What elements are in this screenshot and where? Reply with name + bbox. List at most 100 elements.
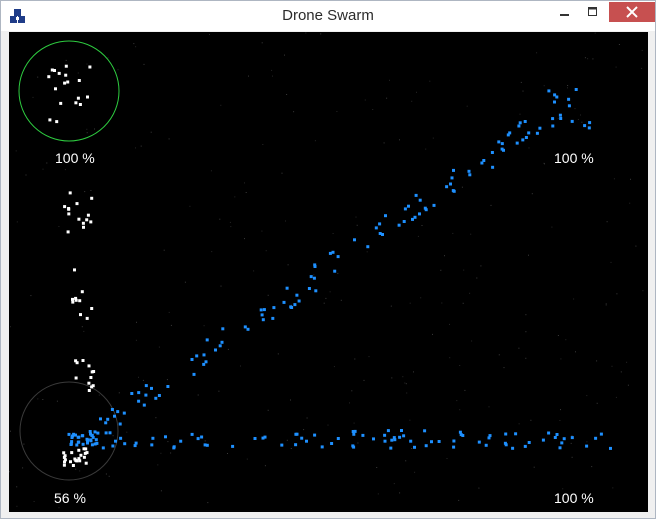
enemy-drone [524,136,528,139]
enemy-drone [150,386,153,390]
enemy-drone [553,93,557,97]
maximize-button[interactable] [579,2,607,22]
top-right-percent: 100 % [554,150,594,166]
enemy-drone [205,338,209,342]
star [531,193,533,195]
star [244,238,245,240]
minimize-button[interactable] [551,2,579,22]
enemy-drone [588,121,592,125]
enemy-drone [154,396,158,400]
enemy-drone [452,439,456,443]
title-bar[interactable]: Drone Swarm [1,1,655,31]
star [290,304,292,306]
enemy-drone [353,429,357,433]
star [46,162,48,164]
star [220,104,222,106]
enemy-drone [94,438,98,442]
enemy-drone [123,442,127,446]
enemy-drone [445,185,449,189]
star [564,161,566,163]
star [42,399,44,400]
enemy-drone [381,233,384,236]
enemy-drone [205,443,209,447]
star [629,202,631,204]
star [586,395,588,397]
star [265,250,267,252]
star [313,274,315,276]
enemy-drone [263,435,267,439]
enemy-drone [547,431,551,435]
bottom-left-percent: 56 % [54,490,86,506]
enemy-drone [437,440,441,443]
enemy-drone [407,204,410,208]
friendly-drone [80,290,84,294]
enemy-drone [523,444,527,448]
star [65,59,67,61]
star [444,255,445,257]
star [281,172,283,174]
star [167,441,169,443]
enemy-drone [336,255,340,259]
friendly-drone [86,95,89,99]
star [356,224,358,226]
enemy-drone [157,394,161,397]
star [285,220,286,222]
star [246,458,248,460]
enemy-drone [594,436,598,440]
enemy-drone [418,198,422,202]
star [377,493,379,495]
enemy-drone [69,443,73,446]
enemy-drone [81,442,85,446]
star [616,293,618,295]
close-button[interactable] [609,2,655,22]
star [466,105,468,107]
friendly-drone [82,225,85,229]
star [567,85,569,86]
friendly-drone [90,307,94,310]
star [284,54,285,56]
star [245,192,247,193]
enemy-drone [378,232,382,235]
enemy-drone [400,429,403,432]
star [184,281,186,283]
friendly-drone [69,460,72,464]
enemy-drone [200,435,204,439]
star [413,371,414,373]
friendly-drone [59,101,63,105]
enemy-drone [91,435,95,439]
star [77,72,79,74]
enemy-drone [300,436,304,440]
friendly-drone [87,389,91,392]
enemy-drone [450,176,454,180]
enemy-drone [514,432,518,436]
enemy-drone [560,441,564,445]
star [163,249,165,251]
enemy-drone [480,161,484,165]
enemy-drone [75,443,79,447]
enemy-drone [106,417,110,421]
friendly-drone [75,202,79,206]
star [37,76,39,78]
enemy-drone [567,97,571,101]
game-canvas[interactable]: 100 % 100 % 56 % 100 % [9,32,648,512]
star [577,119,579,120]
star [168,138,170,140]
star [306,417,308,419]
friendly-drone [47,75,51,79]
star [261,42,263,44]
enemy-drone [352,432,356,436]
enemy-drone [424,444,428,448]
enemy-drone [411,217,414,221]
star [405,460,407,462]
star [390,305,392,307]
star [389,79,390,81]
star [25,174,27,176]
star [366,251,368,253]
friendly-drone [54,87,57,91]
drone-field [9,32,644,509]
friendly-drone [92,370,96,373]
star [75,468,77,470]
enemy-drone [116,410,120,414]
star [533,466,535,468]
star [605,304,607,306]
